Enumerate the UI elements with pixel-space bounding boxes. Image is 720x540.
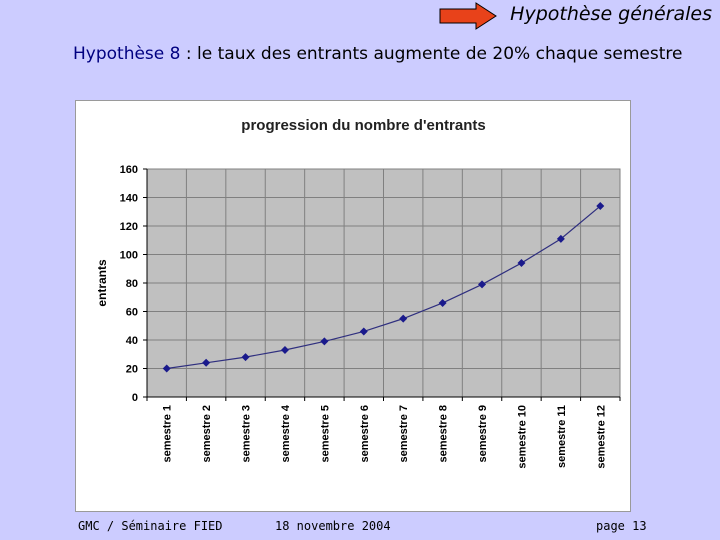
- x-tick-label: semestre 1: [162, 405, 174, 463]
- x-tick-label: semestre 5: [319, 405, 331, 463]
- y-tick-label: 40: [126, 335, 138, 347]
- y-tick-label: 160: [120, 164, 138, 176]
- footer-center: 18 novembre 2004: [275, 519, 391, 533]
- data-point: [320, 337, 329, 346]
- hypothesis-label: Hypothèse 8: [73, 44, 181, 64]
- hypothesis-text: : le taux des entrants augmente de 20% c…: [180, 44, 683, 64]
- footer-left: GMC / Séminaire FIED: [78, 519, 223, 533]
- x-tick-label: semestre 11: [556, 405, 568, 468]
- y-tick-label: 20: [126, 364, 138, 376]
- x-tick-label: semestre 2: [201, 405, 213, 463]
- series-line: [166, 205, 601, 370]
- data-point: [596, 202, 605, 211]
- x-tick-label: semestre 7: [398, 405, 410, 463]
- x-tick-label: semestre 8: [438, 405, 450, 463]
- y-tick-label: 120: [120, 221, 138, 233]
- data-point: [517, 259, 526, 268]
- data-point: [359, 327, 368, 336]
- slide-title: Hypothèse générales: [510, 3, 712, 25]
- data-point: [162, 364, 171, 373]
- x-tick-label: semestre 3: [241, 405, 253, 463]
- footer-right: page 13: [596, 519, 647, 533]
- chart-title: progression du nombre d'entrants: [241, 117, 485, 134]
- data-point: [202, 358, 211, 367]
- y-tick-label: 0: [132, 392, 138, 404]
- x-tick-label: semestre 12: [595, 405, 607, 469]
- y-tick-label: 80: [126, 278, 138, 290]
- data-point: [241, 353, 250, 362]
- y-tick-label: 140: [120, 193, 138, 205]
- data-point: [556, 234, 565, 243]
- y-tick-label: 100: [120, 250, 138, 262]
- line-chart: progression du nombre d'entrants 0 20 40 60 8…: [95, 117, 621, 469]
- data-point: [399, 314, 408, 323]
- y-tick-label: 60: [126, 307, 138, 319]
- x-tick-label: semestre 9: [477, 405, 489, 463]
- y-axis-label: entrants: [95, 259, 109, 307]
- arrow-right-icon: [439, 2, 497, 30]
- data-point: [280, 345, 289, 354]
- chart-frame: progression du nombre d'entrants 0 20 40 60 8…: [75, 100, 631, 512]
- x-tick-label: semestre 6: [359, 405, 371, 463]
- data-point: [478, 280, 487, 289]
- slide-heading: Hypothèse 8 : le taux des entrants augme…: [73, 42, 693, 66]
- data-point: [438, 298, 447, 307]
- x-tick-label: semestre 4: [280, 404, 292, 462]
- x-tick-label: semestre 10: [516, 405, 528, 469]
